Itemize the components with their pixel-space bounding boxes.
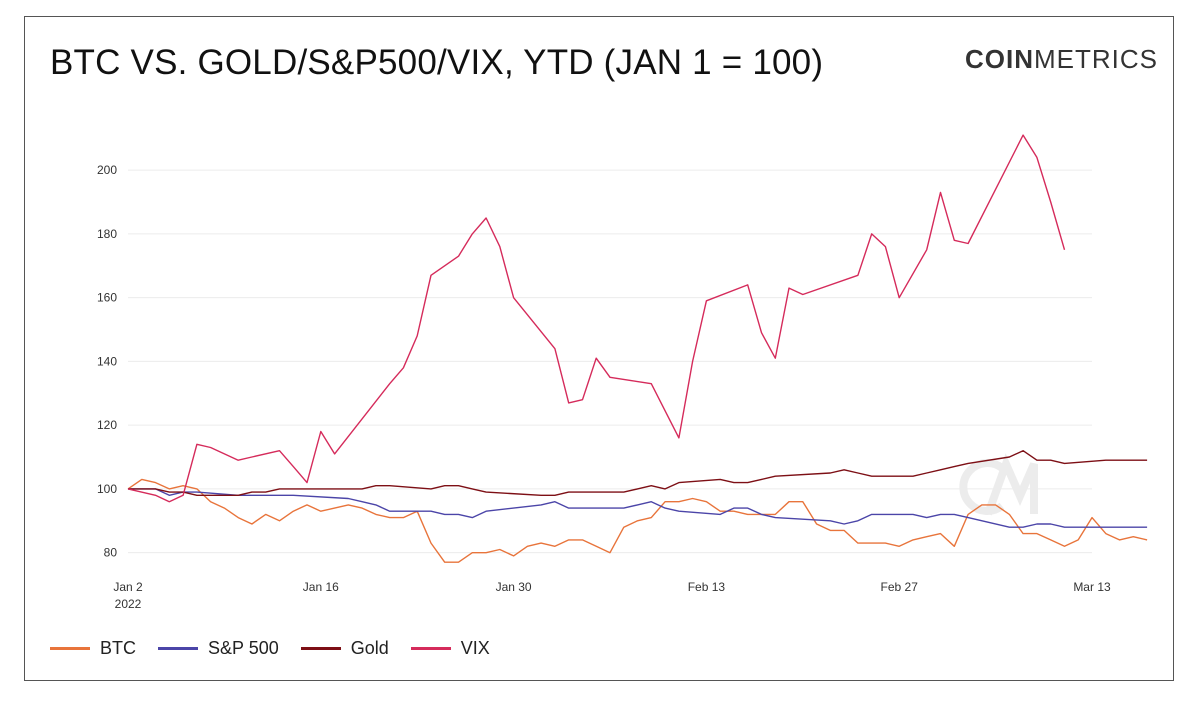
legend-item[interactable]: VIX <box>410 638 490 659</box>
y-tick-label: 160 <box>97 291 117 305</box>
legend-item[interactable]: Gold <box>300 638 389 659</box>
legend-label: Gold <box>350 638 389 658</box>
series-line-s-p-500 <box>128 488 1148 528</box>
legend-swatch <box>300 647 341 650</box>
x-tick-sublabel: 2022 <box>115 597 142 611</box>
coinmetrics-watermark-icon <box>959 453 1038 516</box>
legend-item[interactable]: BTC <box>50 638 136 659</box>
coinmetrics-logo: COINMETRICS <box>965 44 1158 75</box>
y-tick-label: 200 <box>97 163 117 177</box>
x-tick-label: Feb 13 <box>688 580 726 594</box>
legend-label: S&P 500 <box>208 638 279 658</box>
legend-swatch <box>410 647 451 650</box>
legend-item[interactable]: S&P 500 <box>158 638 279 659</box>
y-tick-label: 80 <box>104 546 118 560</box>
series-line-gold <box>128 450 1148 496</box>
logo-bold-part: COIN <box>965 44 1034 74</box>
legend-swatch <box>158 647 198 650</box>
chart-title: BTC VS. GOLD/S&P500/VIX, YTD (JAN 1 = 10… <box>50 43 824 82</box>
series-line-btc <box>127 478 1148 563</box>
legend-label: BTC <box>100 638 136 658</box>
y-tick-label: 100 <box>97 482 117 496</box>
y-tick-label: 120 <box>97 418 117 432</box>
series-line-vix <box>127 134 1066 503</box>
x-tick-label: Jan 2 <box>113 580 143 594</box>
x-tick-label: Feb 27 <box>881 580 919 594</box>
chart-card <box>24 16 1174 681</box>
legend-swatch <box>50 647 90 650</box>
logo-regular-part: METRICS <box>1034 44 1158 74</box>
x-tick-label: Jan 16 <box>303 580 339 594</box>
y-tick-label: 180 <box>97 227 117 241</box>
chart-legend: BTC S&P 500 Gold VIX <box>50 638 512 659</box>
legend-label: VIX <box>460 638 490 658</box>
x-tick-label: Mar 13 <box>1073 580 1111 594</box>
y-tick-label: 140 <box>97 354 117 368</box>
x-tick-label: Jan 30 <box>496 580 532 594</box>
